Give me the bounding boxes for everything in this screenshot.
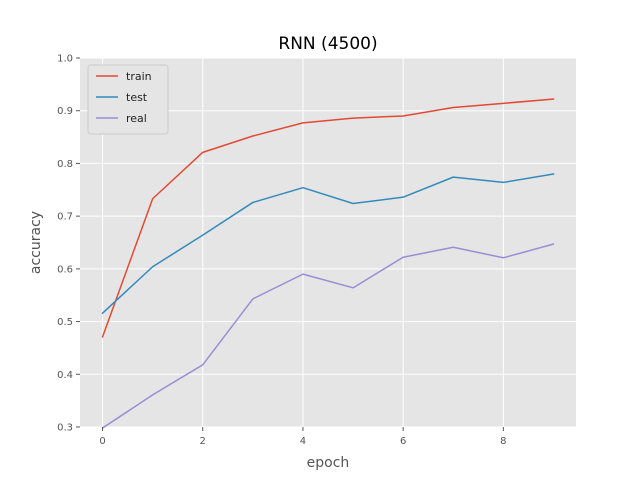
legend-label-test: test — [126, 91, 148, 104]
x-axis-ticks: 0 2 4 6 8 — [99, 427, 507, 447]
x-tick-label: 2 — [200, 436, 206, 447]
y-tick-label: 1.0 — [57, 54, 73, 65]
series-line-real — [101, 243, 555, 430]
y-tick-label: 0.7 — [57, 212, 73, 223]
y-tick-label: 0.6 — [57, 264, 73, 275]
chart-title: RNN (4500) — [278, 34, 377, 54]
grid — [80, 57, 576, 428]
legend-label-train: train — [126, 70, 152, 83]
x-tick-label: 6 — [400, 436, 406, 447]
y-axis-ticks: 0.3 0.4 0.5 0.6 0.7 0.8 0.9 1.0 — [57, 54, 80, 434]
legend-label-real: real — [126, 112, 147, 125]
y-tick-label: 0.9 — [57, 106, 73, 117]
y-tick-label: 0.4 — [57, 370, 73, 381]
legend: train test real — [87, 64, 169, 135]
series-line-train — [101, 98, 555, 338]
y-tick-label: 0.5 — [57, 317, 73, 328]
x-tick-label: 0 — [99, 436, 105, 447]
x-axis-label: epoch — [307, 455, 350, 471]
y-tick-label: 0.3 — [57, 423, 73, 434]
y-tick-label: 0.8 — [57, 159, 73, 170]
series-line-test — [101, 173, 555, 315]
x-tick-label: 4 — [300, 436, 306, 447]
legend-box — [87, 64, 169, 135]
y-axis-label: accuracy — [28, 211, 44, 274]
x-tick-label: 8 — [500, 436, 506, 447]
series-layer — [101, 98, 555, 430]
